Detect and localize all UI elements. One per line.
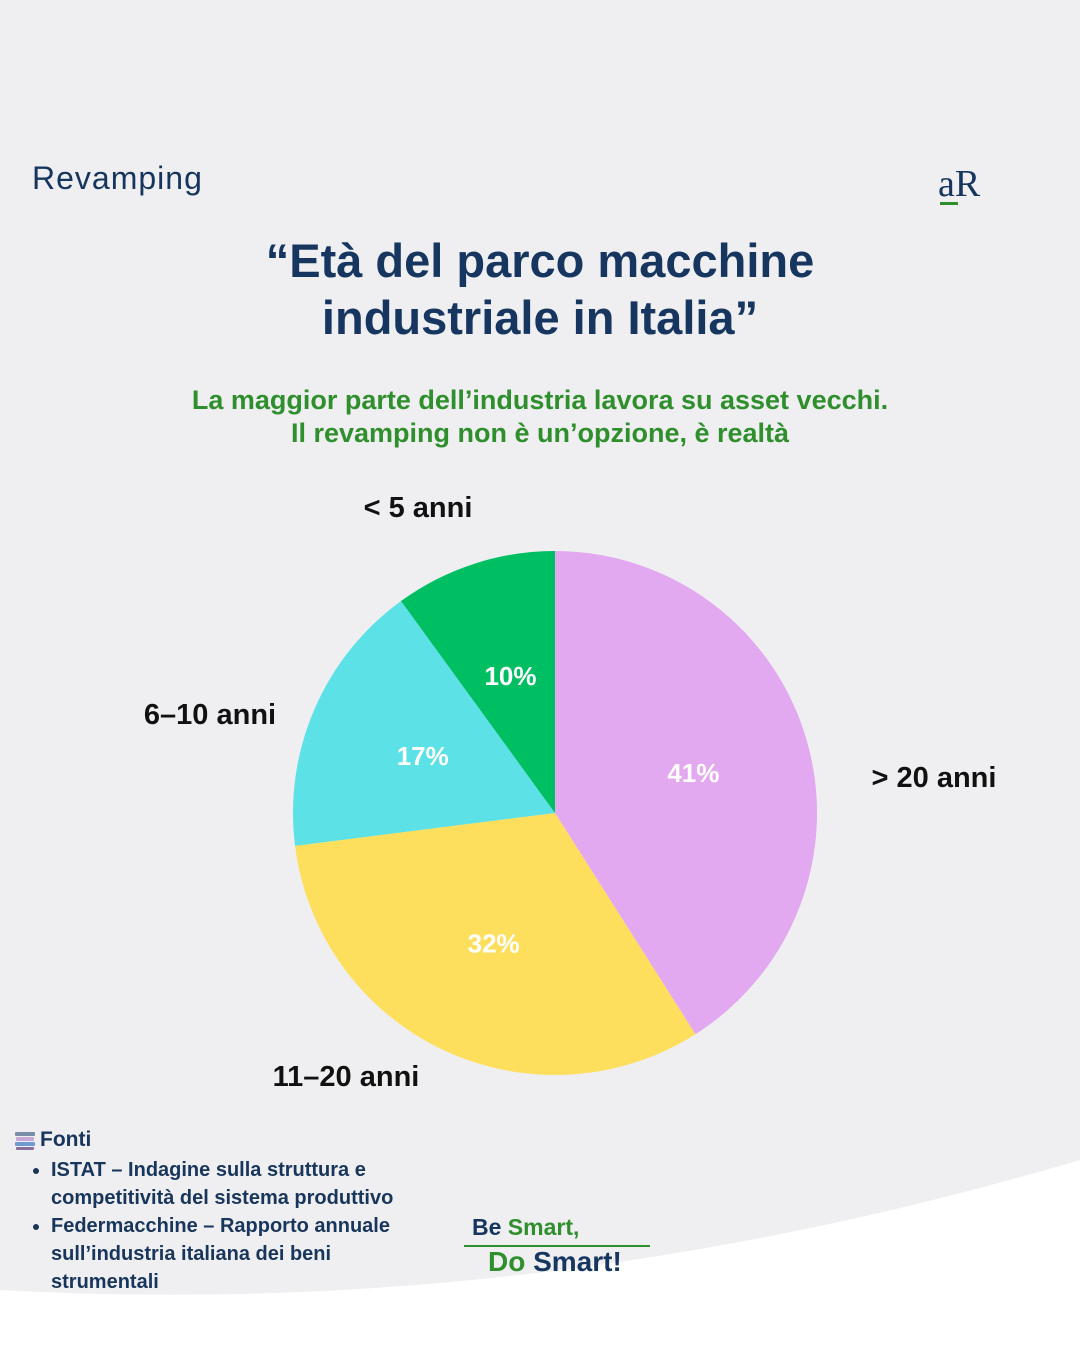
category-label: Revamping — [32, 160, 203, 196]
pie-slice-under-5 — [401, 551, 555, 813]
slogan-smart-2: Smart! — [533, 1246, 622, 1277]
slogan-smart-1: Smart, — [507, 1214, 580, 1240]
slogan-be: Be — [472, 1214, 502, 1240]
pie-slice-6-10 — [293, 601, 555, 846]
slice-value-label: 10% — [484, 661, 536, 691]
category-label-under-5: < 5 anni — [364, 492, 473, 524]
slogan-divider — [464, 1245, 650, 1247]
pie-slice-over-20 — [555, 551, 817, 1035]
category-label-over-20: > 20 anni — [872, 762, 997, 794]
slogan-do: Do — [488, 1246, 526, 1277]
sources-list: ISTAT – Indagine sulla struttura e compe… — [14, 1156, 444, 1296]
page-subtitle: La maggior parte dell’industria lavora s… — [40, 384, 1040, 450]
books-icon — [15, 1132, 35, 1150]
slice-value-label: 41% — [667, 758, 719, 788]
slice-value-label: 17% — [397, 741, 449, 771]
sources-section: Fonti ISTAT – Indagine sulla struttura e… — [14, 1128, 444, 1296]
page-title: “Età del parco macchine industriale in I… — [90, 232, 990, 346]
sources-heading: Fonti — [40, 1128, 92, 1151]
subtitle-line-1: La maggior parte dell’industria lavora s… — [191, 385, 889, 415]
slice-value-label: 32% — [468, 928, 520, 958]
subtitle-line-2: Il revamping non è un’opzione, è realtà — [290, 418, 790, 448]
brand-logo: aR — [938, 163, 981, 205]
pie-slice-11-20 — [295, 813, 696, 1075]
category-label-11-20: 11–20 anni — [273, 1061, 420, 1093]
title-line-1: “Età del parco macchine — [265, 234, 815, 287]
slogan: Be Smart, Do Smart! — [462, 1214, 652, 1284]
category-label-6-10: 6–10 anni — [144, 699, 276, 731]
logo-text: aR — [938, 163, 981, 205]
source-item: ISTAT – Indagine sulla struttura e compe… — [51, 1156, 444, 1212]
title-line-2: industriale in Italia” — [321, 291, 759, 344]
source-item: Federmacchine – Rapporto annuale sull’in… — [51, 1212, 444, 1296]
